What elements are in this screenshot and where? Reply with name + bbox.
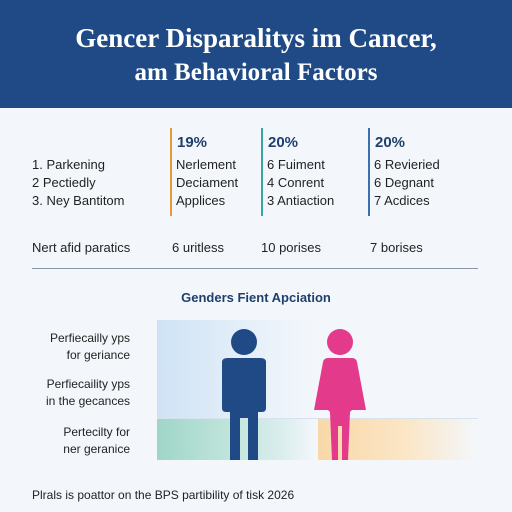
stat-items: Nerlement Deciament Applices [176,156,238,210]
row-label: 2 Pectiedly [32,175,96,190]
chart-label: Pertecilty for ner geranice [63,424,130,458]
chart-label-line: Perfiecaility yps [46,377,130,391]
chart-label: Perfiecailly yps for geriance [50,330,130,364]
stat-item: Applices [176,193,226,208]
gender-figure-chart: Genders Fient Apciation Perfiecailly yps… [0,276,512,466]
footer-note: Plrals is poattor on the BPS partibility… [32,488,295,502]
stat-item: 6 Fuiment [267,157,325,172]
stat-column-1: 19% Nerlement Deciament Applices [170,128,270,228]
male-head [231,329,257,355]
row-label: 1. Parkening [32,157,105,172]
stat-item: 7 Acdices [374,193,430,208]
accent-bar [261,128,263,216]
section-divider [32,268,478,269]
stat-column-2: 20% 6 Fuiment 4 Conrent 3 Antiaction [261,128,361,228]
female-figure-icon [314,329,366,460]
stat-item: Nerlement [176,157,236,172]
band-divider-line [157,418,478,419]
page-subtitle: am Behavioral Factors [134,59,378,86]
chart-label: Perfiecaility yps in the gecances [46,376,130,410]
row-labels: 1. Parkening 2 Pectiedly 3. Ney Bantitom [32,156,125,210]
chart-label-line: in the gecances [45,394,130,408]
stat-item: 3 Antiaction [267,193,335,208]
stat-items: 6 Revieried 6 Degnant 7 Acdices [374,156,440,210]
stat-percent: 20% [268,134,299,151]
male-body [222,358,266,460]
stat-percent: 19% [177,134,208,151]
female-head [327,329,353,355]
accent-bar [368,128,370,216]
stat-column-3: 20% 6 Revieried 6 Degnant 7 Acdices [368,128,468,228]
chart-label-line: Perfiecailly yps [49,331,130,345]
chart-label-line: ner geranice [63,442,130,456]
chart-title: Genders Fient Apciation [181,290,331,305]
stat-percent: 20% [375,134,406,151]
summary-label: Nert afid paratics [32,240,131,255]
stat-items: 6 Fuiment 4 Conrent 3 Antiaction [267,156,334,210]
accent-bar [170,128,172,216]
summary-value: 7 borises [370,240,423,255]
male-figure-icon [222,329,266,460]
chart-label-line: for geriance [66,348,130,362]
summary-value: 10 porises [261,240,321,255]
page-title: Gencer Disparalitys im Cancer, [75,23,437,53]
stats-section: 1. Parkening 2 Pectiedly 3. Ney Bantitom… [0,108,512,276]
female-body [314,358,366,460]
chart-label-line: Pertecilty for [63,425,130,439]
header-banner: Gencer Disparalitys im Cancer, am Behavi… [0,0,512,108]
summary-value: 6 uritless [172,240,225,255]
stat-item: 4 Conrent [267,175,325,190]
row-label: 3. Ney Bantitom [32,193,125,208]
stat-item: 6 Revieried [374,157,440,172]
stat-item: 6 Degnant [374,175,434,190]
stat-item: Deciament [176,175,239,190]
